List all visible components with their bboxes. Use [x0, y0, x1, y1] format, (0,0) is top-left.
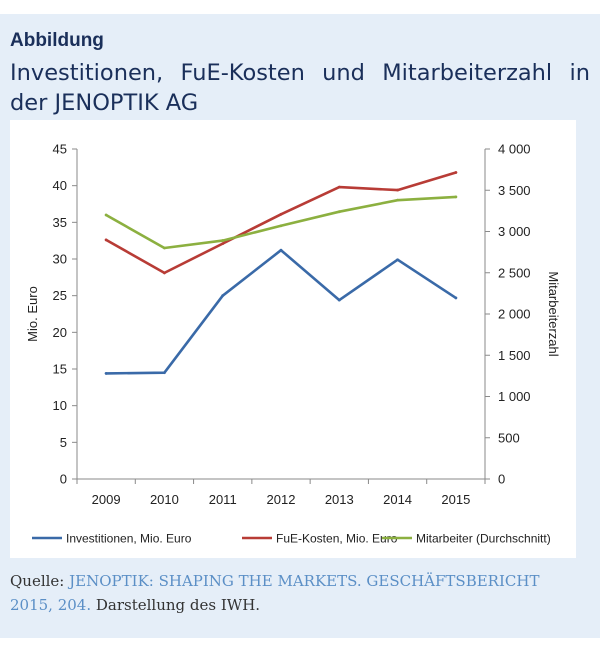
x-tick-label: 2014	[383, 492, 412, 507]
fue-kosten-point	[104, 238, 108, 242]
x-tick-label: 2009	[92, 492, 121, 507]
left-y-tick-label: 15	[53, 362, 67, 377]
investitionen-point	[221, 294, 225, 298]
source-note: Quelle: JENOPTIK: SHAPING THE MARKETS. G…	[10, 569, 580, 617]
left-y-tick-label: 10	[53, 398, 67, 413]
right-y-tick-label: 0	[498, 472, 505, 487]
fue-kosten-point	[337, 185, 341, 189]
left-y-tick-label: 5	[60, 435, 67, 450]
left-y-tick-label: 35	[53, 215, 67, 230]
x-tick-label: 2010	[150, 492, 179, 507]
mitarbeiter-point	[104, 213, 108, 217]
right-y-tick-label: 500	[498, 430, 520, 445]
right-y-tick-label: 2 500	[498, 265, 531, 280]
investitionen-point	[454, 296, 458, 300]
left-y-axis-label: Mio. Euro	[25, 286, 40, 342]
legend-entry-label: Mitarbeiter (Durchschnitt)	[416, 532, 551, 546]
fue-kosten-point	[221, 242, 225, 245]
left-y-tick-label: 25	[53, 288, 67, 303]
fue-kosten-point	[279, 212, 283, 216]
investitionen-point	[396, 258, 399, 262]
fue-kosten-line	[104, 171, 458, 275]
right-y-tick-label: 1 000	[498, 389, 531, 404]
left-y-tick-label: 30	[53, 252, 67, 267]
investitionen-point	[104, 372, 108, 375]
investitionen-point	[163, 371, 166, 375]
x-tick-label: 2012	[267, 492, 296, 507]
investitionen-point	[337, 298, 341, 302]
figure-title: Investitionen, FuE-Kosten und Mitarbeite…	[10, 60, 590, 116]
mitarbeiter-point	[396, 198, 399, 202]
chart-area: Mio. Euro Mitarbeiterzahl 0 5 10 15 20 25 30 35…	[10, 120, 576, 558]
right-y-tick-label: 1 500	[498, 348, 531, 363]
right-y-axis-label: Mitarbeiterzahl	[546, 271, 561, 356]
mitarbeiter-point	[221, 239, 225, 242]
chart-legend: Investitionen, Mio. Euro FuE-Kosten, Mio.…	[32, 532, 551, 546]
left-y-tick-label: 0	[60, 472, 67, 487]
source-suffix: Darstellung des IWH.	[95, 596, 261, 614]
x-tick-label: 2013	[325, 492, 354, 507]
figure-card: Abbildung Investitionen, FuE-Kosten und …	[0, 14, 600, 638]
left-y-tick-label: 40	[53, 178, 67, 193]
fue-kosten-point	[396, 188, 399, 192]
right-y-tick-label: 2 000	[498, 307, 531, 322]
ticks-layer: 0 5 10 15 20 25 30 35 40 45 0 500 1 000 1 500 2 000 2 5…	[53, 142, 531, 508]
left-y-tick-label: 45	[53, 142, 67, 157]
mitarbeiter-point	[337, 210, 341, 214]
legend-entry-label: FuE-Kosten, Mio. Euro	[276, 532, 398, 546]
mitarbeiter-line	[104, 195, 458, 250]
right-y-tick-label: 3 500	[498, 183, 531, 198]
x-tick-label: 2015	[441, 492, 470, 507]
legend-entry-label: Investitionen, Mio. Euro	[66, 532, 192, 546]
right-y-tick-label: 3 000	[498, 224, 531, 239]
mitarbeiter-point	[454, 195, 458, 199]
line-chart: Mio. Euro Mitarbeiterzahl 0 5 10 15 20 25 30 35…	[25, 142, 561, 546]
fue-kosten-point	[163, 271, 166, 275]
mitarbeiter-point	[163, 246, 166, 250]
source-prefix: Quelle:	[10, 572, 65, 590]
left-y-tick-label: 20	[53, 325, 67, 340]
series-layer	[104, 171, 458, 375]
fue-kosten-point	[454, 171, 458, 174]
x-tick-label: 2011	[209, 492, 237, 507]
source-link[interactable]: JENOPTIK: SHAPING THE MARKETS. GESCHÄFTS…	[10, 572, 540, 614]
figure-label: Abbildung	[10, 30, 104, 51]
mitarbeiter-point	[279, 224, 283, 228]
right-y-tick-label: 4 000	[498, 142, 531, 157]
investitionen-point	[279, 248, 283, 252]
